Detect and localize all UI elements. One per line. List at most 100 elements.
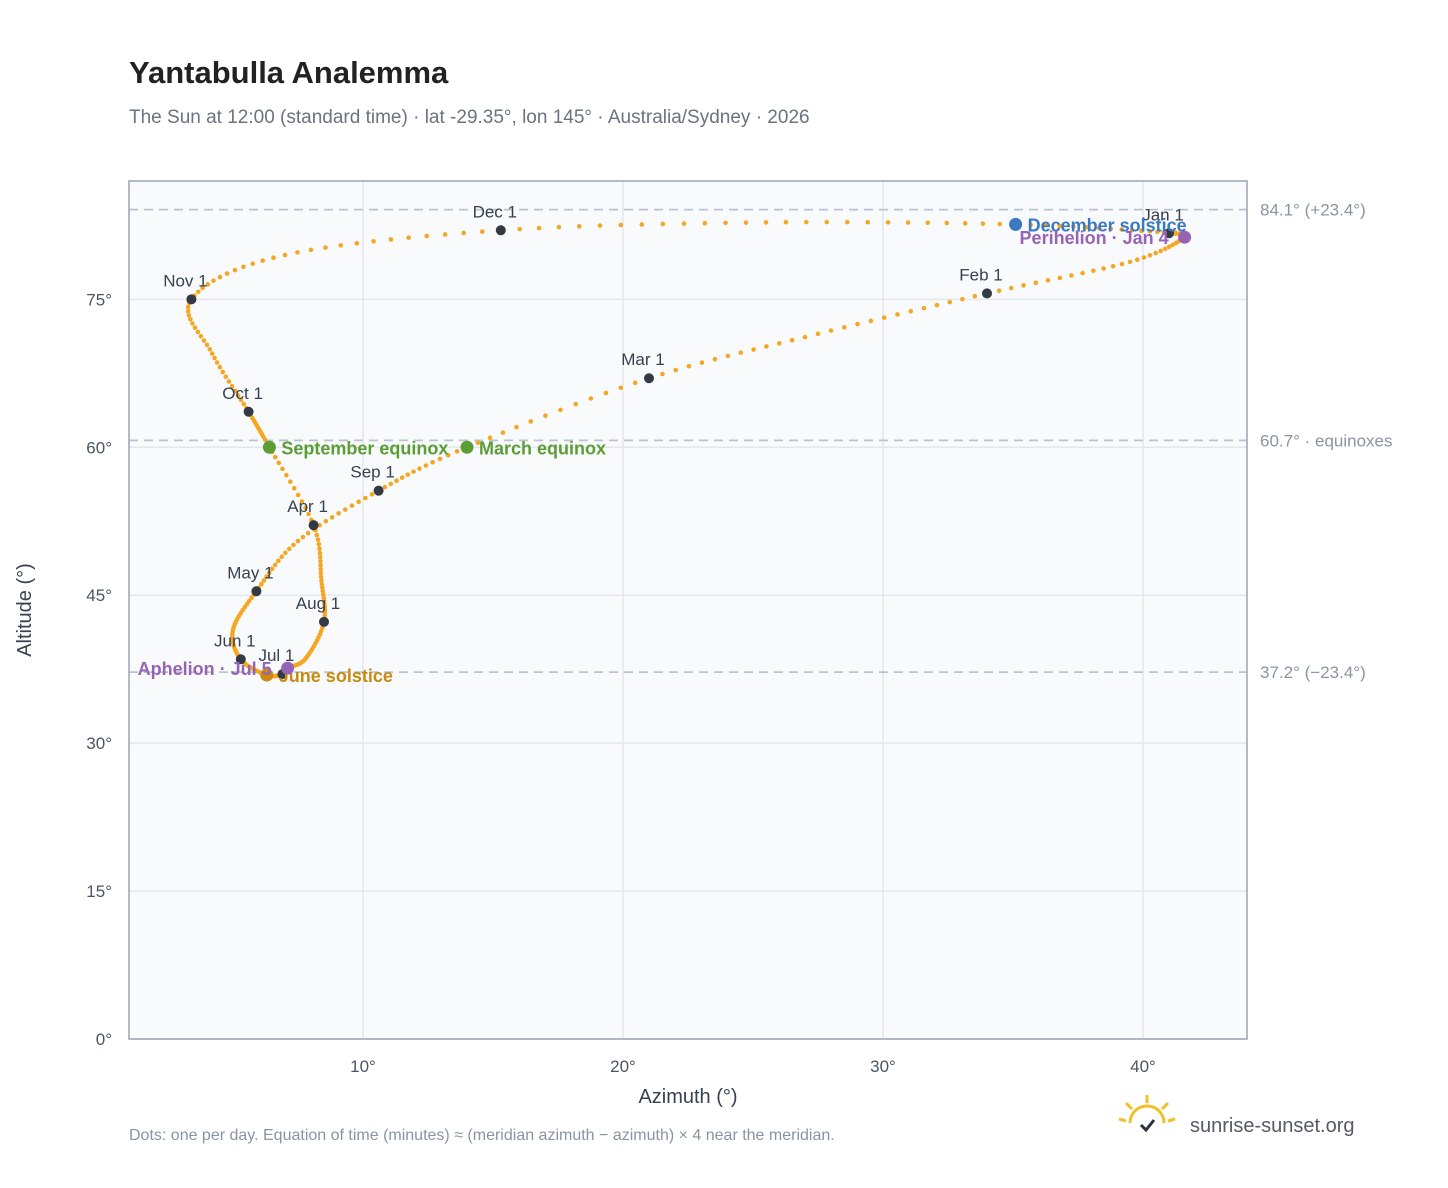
- daily-dot: [881, 315, 887, 320]
- daily-dot: [1069, 273, 1074, 278]
- event-label: Aphelion · Jul 5: [138, 659, 272, 679]
- daily-dot: [319, 581, 325, 587]
- daily-dot: [338, 243, 344, 248]
- daily-dot: [1119, 227, 1125, 232]
- daily-dot: [342, 507, 348, 512]
- daily-dot: [618, 222, 624, 228]
- daily-dot: [249, 595, 254, 601]
- daily-dot: [543, 413, 548, 419]
- daily-dot: [217, 274, 223, 280]
- grid: [129, 181, 1247, 1040]
- daily-dot: [442, 232, 448, 237]
- reference-line-label: 37.2° (−23.4°): [1260, 663, 1366, 682]
- daily-dot: [295, 250, 300, 255]
- daily-dot: [1119, 261, 1125, 267]
- daily-dot: [487, 435, 493, 441]
- daily-dot: [423, 463, 429, 468]
- plot-frame: [128, 180, 1248, 1040]
- daily-dot: [200, 285, 205, 291]
- daily-dot: [207, 346, 213, 352]
- month-marker: [373, 485, 384, 496]
- month-marker: [186, 294, 197, 305]
- daily-dot: [323, 519, 329, 524]
- daily-dot: [1162, 246, 1168, 252]
- daily-dot: [997, 221, 1003, 227]
- daily-dot: [363, 495, 368, 501]
- daily-dot: [291, 542, 296, 548]
- event-label: December solstice: [1028, 215, 1187, 235]
- axis-ticks: 10° 20° 30° 40° 0° 15° 30° 45° 60° 75°: [86, 290, 1156, 1076]
- daily-dot: [528, 419, 534, 424]
- month-label: Jun 1: [214, 631, 256, 650]
- daily-dot: [908, 308, 914, 314]
- daily-dot: [517, 226, 522, 232]
- x-axis-label: Azimuth (°): [638, 1086, 737, 1108]
- daily-dot: [320, 588, 326, 594]
- daily-dot: [576, 224, 582, 229]
- daily-dot: [947, 299, 953, 305]
- daily-dot: [349, 503, 355, 508]
- daily-dot: [295, 492, 301, 498]
- daily-dot: [266, 570, 272, 576]
- daily-dot: [751, 347, 756, 352]
- daily-dot: [318, 562, 323, 568]
- month-label: Aug 1: [296, 594, 340, 613]
- daily-dot: [209, 351, 215, 356]
- daily-dot: [318, 574, 324, 579]
- daily-dot: [479, 229, 485, 234]
- daily-dot: [192, 325, 198, 331]
- daily-dot: [279, 554, 285, 560]
- daily-dot: [1028, 222, 1034, 228]
- daily-dot: [229, 383, 235, 389]
- daily-dot: [980, 221, 986, 226]
- daily-dot: [411, 469, 416, 474]
- daily-dot: [824, 219, 830, 225]
- daily-dot: [261, 578, 267, 583]
- daily-dot: [250, 261, 256, 266]
- daily-dot: [1158, 248, 1163, 254]
- daily-dot: [371, 239, 376, 244]
- daily-dot: [454, 449, 460, 454]
- daily-dot: [588, 396, 594, 401]
- daily-dot: [1009, 285, 1014, 291]
- daily-dot: [318, 566, 324, 572]
- daily-dot: [1147, 252, 1153, 258]
- daily-dot: [996, 288, 1002, 293]
- x-tick-label: 20°: [610, 1057, 636, 1076]
- daily-dot: [306, 511, 311, 517]
- daily-dot: [699, 360, 705, 365]
- month-marker: [982, 288, 992, 299]
- daily-dot: [319, 585, 325, 590]
- daily-dot: [212, 355, 217, 361]
- month-marker: [1164, 228, 1174, 239]
- month-marker: [308, 520, 319, 531]
- daily-dot: [201, 338, 207, 343]
- daily-dot: [282, 252, 288, 258]
- daily-dot: [1166, 244, 1172, 250]
- daily-dot: [185, 308, 191, 314]
- daily-dot: [276, 558, 281, 564]
- daily-dot: [1129, 227, 1135, 233]
- daily-dot: [783, 219, 789, 225]
- daily-dot: [318, 558, 323, 564]
- daily-dot: [214, 360, 220, 365]
- daily-dot: [317, 554, 323, 560]
- daily-dot: [1170, 242, 1176, 248]
- daily-dot: [921, 305, 927, 311]
- event-label: June solstice: [279, 666, 393, 686]
- daily-dot: [1057, 275, 1063, 281]
- sun-logo-icon: [1118, 1095, 1176, 1133]
- daily-dot: [238, 397, 244, 403]
- event-marker: [1009, 217, 1023, 231]
- daily-dot: [960, 296, 965, 302]
- month-label: Dec 1: [473, 202, 517, 221]
- event-label: September equinox: [281, 438, 448, 458]
- daily-dot: [323, 245, 328, 250]
- event-marker: [460, 440, 474, 454]
- daily-dot: [1153, 250, 1158, 256]
- daily-dot: [632, 380, 638, 386]
- daily-dot: [329, 515, 335, 520]
- daily-dot: [286, 546, 292, 552]
- daily-dot: [1155, 229, 1160, 235]
